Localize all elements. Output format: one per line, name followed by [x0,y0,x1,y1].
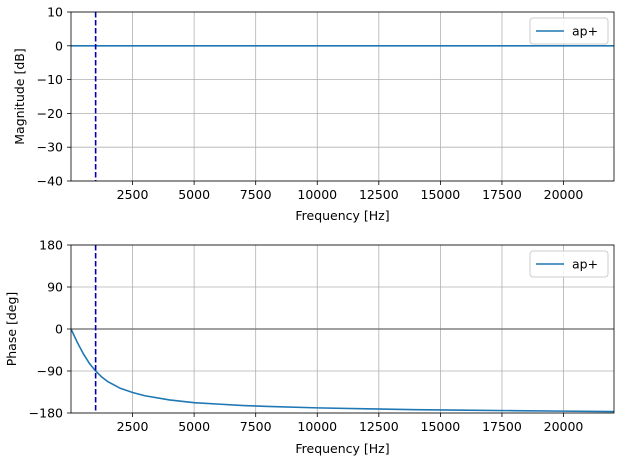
x-tick-label: 7500 [240,419,272,434]
legend-label: ap+ [572,257,598,272]
y-tick-label: −30 [37,140,63,155]
y-axis-label: Magnitude [dB] [12,48,27,144]
x-tick-label: 10000 [297,419,337,434]
y-tick-label: 10 [47,5,63,20]
x-tick-label: 5000 [178,187,210,202]
series-line-ap+ [71,328,614,413]
y-tick-label: −180 [29,406,63,421]
x-tick-label: 10000 [297,187,337,202]
x-tick-label: 12500 [359,419,399,434]
x-tick-label: 17500 [482,419,522,434]
x-tick-label: 17500 [482,187,522,202]
phase-data [71,245,614,413]
legend-box [529,250,609,278]
legend: ap+ [529,17,609,45]
y-tick-label: 0 [55,322,63,337]
phase-plot: 2500 5000 7500 10000 12500 15000 17500 20000 −18… [4,238,615,456]
y-tick-label: −40 [37,174,63,189]
x-tick-label: 5000 [178,419,210,434]
x-tick-label: 20000 [544,187,584,202]
y-tick-label: −20 [37,106,63,121]
x-tick-label: 7500 [240,187,272,202]
legend-label: ap+ [572,24,598,39]
axes-frame [70,11,615,182]
y-tick-label: −10 [37,72,63,87]
magnitude-plot: 2500 5000 7500 10000 12500 15000 17500 20000 −40… [12,5,615,223]
x-tick-label: 20000 [544,419,584,434]
x-tick-label: 15000 [421,187,461,202]
x-axis-label: Frequency [Hz] [295,441,389,456]
x-tick-label: 2500 [117,187,149,202]
y-tick-label: −90 [37,364,63,379]
x-tick-label: 2500 [117,419,149,434]
legend: ap+ [529,250,609,278]
y-tick-label: 180 [39,238,63,253]
y-tick-label: 90 [47,280,63,295]
x-axis-label: Frequency [Hz] [295,208,389,223]
magnitude-data [71,12,614,181]
legend-box [529,17,609,45]
x-tick-label: 12500 [359,187,399,202]
y-tick-label: 0 [55,38,63,53]
y-axis-label: Phase [deg] [4,292,19,367]
x-tick-label: 15000 [421,419,461,434]
